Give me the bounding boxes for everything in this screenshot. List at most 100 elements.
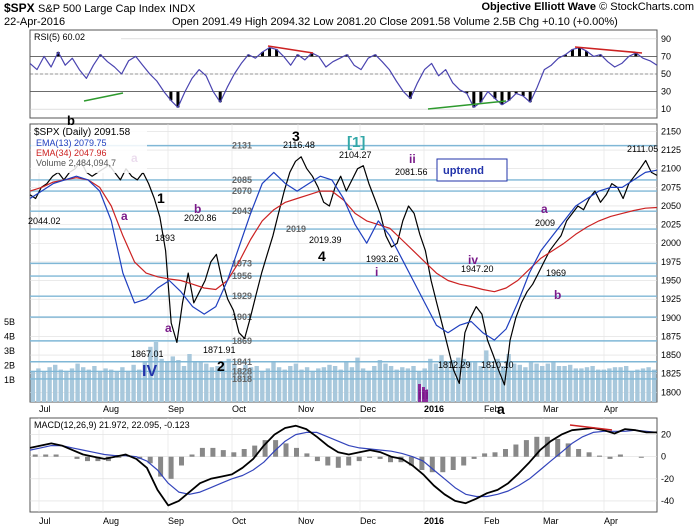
level-label: 1956: [232, 271, 252, 281]
volume-bar: [646, 367, 651, 402]
price-annotation: 2044.02: [28, 216, 61, 226]
volume-bar: [528, 362, 534, 402]
macd-histogram-bar: [503, 449, 508, 457]
rsi-legend: RSI(5) 60.02: [34, 32, 85, 42]
rsi-green-trendline: [427, 100, 507, 110]
macd-histogram-bar: [220, 450, 226, 457]
macd-histogram-bar: [346, 456, 352, 466]
volume-bar: [411, 366, 416, 402]
price-x-tick: Apr: [604, 404, 618, 414]
volume-bar: [137, 369, 142, 402]
volume-bar: [159, 358, 164, 402]
macd-x-tick: Mar: [543, 516, 559, 526]
volume-bar-highlight: [425, 390, 428, 402]
volume-bar: [304, 367, 310, 402]
macd-histogram-bar: [555, 439, 561, 457]
volume-bar: [176, 360, 181, 402]
volume-bar: [472, 361, 478, 402]
price-x-tick: Jul: [39, 404, 51, 414]
macd-histogram-bar: [304, 453, 310, 457]
wave-label: b: [67, 113, 75, 128]
chart-date: 22-Apr-2016: [4, 16, 66, 28]
price-tick-label: 2050: [661, 201, 681, 211]
volume-bar: [187, 354, 192, 402]
macd-x-tick: 2016: [424, 516, 444, 526]
volume-bar: [198, 361, 203, 402]
volume-bar: [204, 363, 209, 402]
quote-line: Open 2091.49 High 2094.32 Low 2081.20 Cl…: [172, 16, 618, 28]
wave-label: a: [165, 321, 172, 335]
macd-histogram-bar: [147, 456, 153, 464]
volume-bar: [232, 363, 237, 402]
volume-bar: [377, 360, 383, 402]
macd-histogram-bar: [534, 436, 540, 457]
macd-histogram-bar: [429, 456, 435, 473]
macd-histogram-bar: [116, 456, 122, 458]
price-x-tick: Mar: [543, 404, 559, 414]
rsi-red-trendline: [574, 46, 643, 54]
price-x-tick: Dec: [360, 404, 377, 414]
macd-histogram-bar: [471, 456, 477, 459]
price-tick-label: 2125: [661, 145, 681, 155]
macd-histogram-bar: [335, 456, 341, 468]
price-annotation: 1867.01: [131, 349, 164, 359]
volume-bar: [512, 363, 517, 402]
volume-bar: [461, 358, 467, 402]
volume-bar: [349, 367, 355, 402]
volume-bar: [142, 361, 147, 402]
price-annotation: 2111.05: [627, 144, 658, 154]
price-x-tick: 2016: [424, 404, 444, 414]
volume-bar: [92, 366, 97, 402]
macd-histogram-bar: [492, 452, 498, 457]
volume-bar: [181, 366, 187, 402]
macd-histogram-bar: [273, 440, 279, 457]
price-legend: $SPX (Daily) 2091.58: [34, 127, 131, 138]
level-label: 2085: [232, 175, 252, 185]
volume-bar: [58, 369, 63, 402]
level-label: 2131: [232, 141, 252, 151]
price-x-tick: Feb: [484, 404, 500, 414]
ema13-legend: EMA(13) 2079.75: [36, 138, 107, 148]
volume-bar: [534, 363, 539, 402]
volume-bar: [584, 367, 590, 402]
volume-bar: [394, 369, 399, 402]
price-annotation: 1993.26: [366, 254, 399, 264]
price-annotation: 1969: [546, 268, 566, 278]
macd-histogram-bar: [252, 445, 258, 457]
volume-bar: [215, 366, 220, 402]
volume-bar: [41, 372, 47, 402]
volume-bar: [97, 370, 103, 402]
volume-bar: [601, 369, 606, 402]
macd-histogram-bar: [43, 454, 49, 457]
wave-label: [1]: [347, 134, 365, 151]
price-annotation: 1947.20: [461, 264, 494, 274]
wave-label: ii: [409, 152, 416, 166]
volume-bar: [562, 366, 567, 402]
wave-label: a: [121, 209, 128, 223]
level-label: 2043: [232, 206, 252, 216]
macd-histogram-bar: [617, 454, 623, 457]
macd-histogram-bar: [408, 456, 414, 466]
macd-histogram-bar: [440, 456, 446, 473]
volume-bar: [388, 366, 394, 402]
volume-bar: [635, 369, 640, 402]
volume-bar: [260, 370, 265, 402]
macd-red-trendline: [569, 424, 613, 431]
macd-histogram-bar: [367, 456, 373, 458]
macd-line: [29, 424, 657, 507]
volume-bar: [271, 362, 276, 402]
macd-histogram-bar: [388, 456, 393, 463]
volume-bar: [506, 354, 511, 402]
wave-label: 1: [157, 190, 165, 206]
level-label: 1828: [232, 366, 252, 376]
macd-histogram-bar: [638, 456, 644, 458]
macd-x-tick: Feb: [484, 516, 500, 526]
macd-histogram-bar: [482, 453, 488, 457]
macd-histogram-bar: [450, 456, 456, 470]
macd-histogram-bar: [53, 454, 59, 457]
volume-bar: [299, 369, 304, 402]
volume-bar: [276, 367, 282, 402]
level-label: 1973: [232, 258, 252, 268]
